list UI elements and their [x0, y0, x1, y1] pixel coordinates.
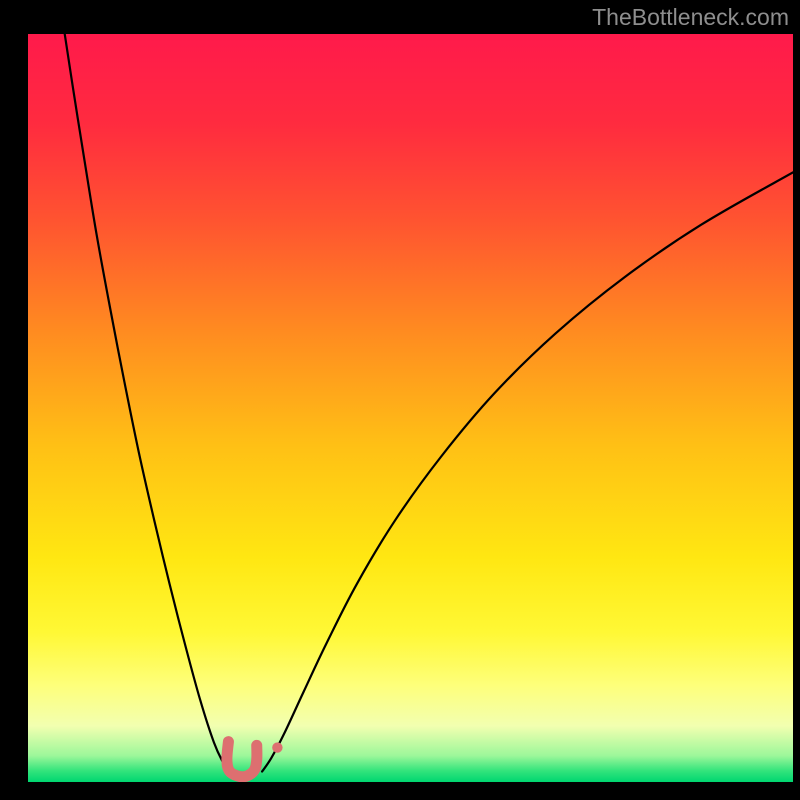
chart-svg — [28, 34, 793, 782]
watermark-text: TheBottleneck.com — [592, 4, 789, 31]
gradient-background — [28, 34, 793, 782]
plot-area — [28, 34, 793, 782]
marker-dot — [272, 742, 282, 752]
